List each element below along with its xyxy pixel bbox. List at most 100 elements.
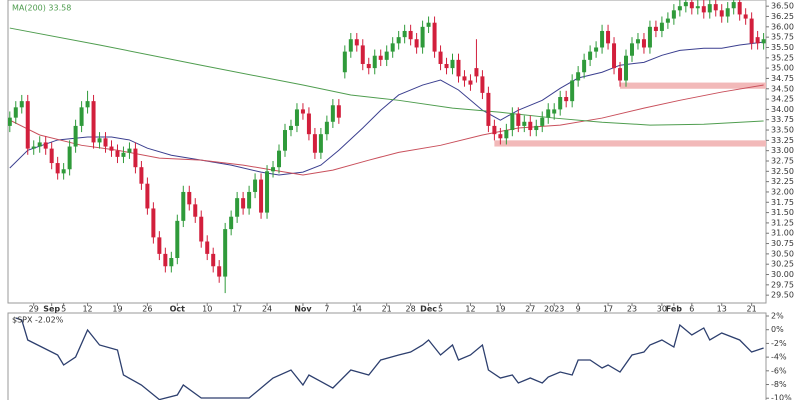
y-tick-label: 35.00 [771, 64, 794, 73]
candle-body [504, 130, 509, 139]
candle-body [282, 130, 287, 151]
candle-body [288, 125, 293, 131]
candle-body [689, 2, 694, 9]
candle-body [8, 117, 12, 126]
x-tick-label: Dec [420, 305, 437, 314]
candle-body [701, 6, 706, 13]
candle-body [330, 105, 335, 122]
candle-body [432, 22, 437, 52]
candle-body [324, 121, 329, 135]
price-plot [8, 0, 766, 294]
candle-body [755, 37, 760, 44]
candle-body [193, 204, 198, 217]
candle-body [558, 97, 563, 110]
candle-body [85, 101, 90, 108]
candle-body [67, 146, 72, 170]
candle-body [360, 45, 365, 64]
candle-body [402, 30, 407, 38]
candle-body [695, 6, 700, 9]
candle-body [241, 198, 246, 209]
candle-body [408, 30, 413, 40]
candle-body [624, 55, 629, 81]
candle-body [665, 18, 670, 23]
candle-body [707, 4, 712, 13]
candle-body [354, 39, 359, 46]
candle-body [576, 72, 581, 81]
candle-body [336, 105, 341, 118]
x-tick-label: 13 [717, 305, 727, 314]
candle-body [731, 2, 736, 9]
candle-body [121, 152, 126, 157]
x-tick-label: 21 [382, 305, 392, 314]
x-tick-label: Feb [666, 305, 683, 314]
support-zone [620, 82, 766, 89]
candle-body [653, 26, 658, 31]
candle-body [659, 22, 664, 31]
candle-body [271, 167, 276, 172]
y-tick-label: 31.25 [771, 218, 794, 227]
performance-line [15, 317, 764, 400]
candle-body [629, 43, 634, 56]
x-tick-label: 17 [232, 305, 242, 314]
candle-body [306, 113, 311, 135]
candle-body [366, 63, 371, 69]
candle-body [492, 125, 497, 135]
y-tick-label: 32.00 [771, 187, 794, 196]
candle-body [103, 138, 108, 147]
x-tick-label: 9 [576, 305, 581, 314]
x-tick-label: 2023 [544, 305, 564, 314]
y-tick-label: 33.50 [771, 126, 794, 135]
x-tick-label: Oct [170, 305, 186, 314]
candle-body [25, 101, 30, 149]
candle-body [181, 191, 186, 221]
candle-body [612, 43, 617, 69]
candle-body [480, 76, 485, 93]
x-tick-label: Nov [294, 305, 312, 314]
y-tick-label: -10% [771, 394, 792, 400]
candle-body [157, 237, 162, 254]
candle-body [169, 258, 174, 267]
candle-body [372, 55, 377, 69]
candle-body [49, 148, 54, 164]
candle-body [91, 101, 96, 143]
panel-title: $SPX -2.02% [12, 316, 64, 325]
y-tick-label: -8% [771, 380, 787, 389]
candle-body [414, 39, 419, 48]
candle-body [641, 39, 646, 48]
candle-body [348, 39, 353, 52]
candle-body [570, 80, 575, 102]
candle-body [713, 4, 718, 11]
candle-body [486, 92, 491, 126]
candle-body [342, 51, 347, 73]
y-tick-label: 35.50 [771, 43, 794, 52]
candle-body [725, 8, 730, 17]
candle-body [450, 59, 455, 69]
y-tick-label: -2% [771, 339, 787, 348]
candle-body [516, 113, 521, 126]
candle-body [73, 125, 78, 147]
x-tick-label: 21 [747, 305, 757, 314]
candle-body [564, 97, 569, 102]
candle-body [534, 125, 539, 131]
x-tick-label: 12 [82, 305, 92, 314]
spx-plot [15, 317, 764, 400]
y-tick-label: 33.75 [771, 115, 794, 124]
x-tick-label: Sep [43, 305, 60, 314]
y-tick-label: 35.25 [771, 53, 794, 62]
x-tick-label: 5 [438, 305, 443, 314]
candle-body [127, 148, 132, 153]
candle-body [635, 39, 640, 44]
x-tick-label: 7 [324, 305, 329, 314]
y-tick-label: 0% [771, 325, 784, 334]
y-tick-label: 34.75 [771, 74, 794, 83]
candle-body [163, 253, 168, 267]
candle-body [13, 107, 18, 118]
candle-body [175, 220, 180, 259]
candle-body [277, 150, 282, 168]
candle-body [384, 51, 389, 60]
moving-average [9, 41, 764, 176]
y-tick-label: 29.50 [771, 291, 794, 300]
candle-body [606, 30, 611, 44]
candle-body [55, 163, 60, 174]
y-tick-label: 36.25 [771, 12, 794, 21]
